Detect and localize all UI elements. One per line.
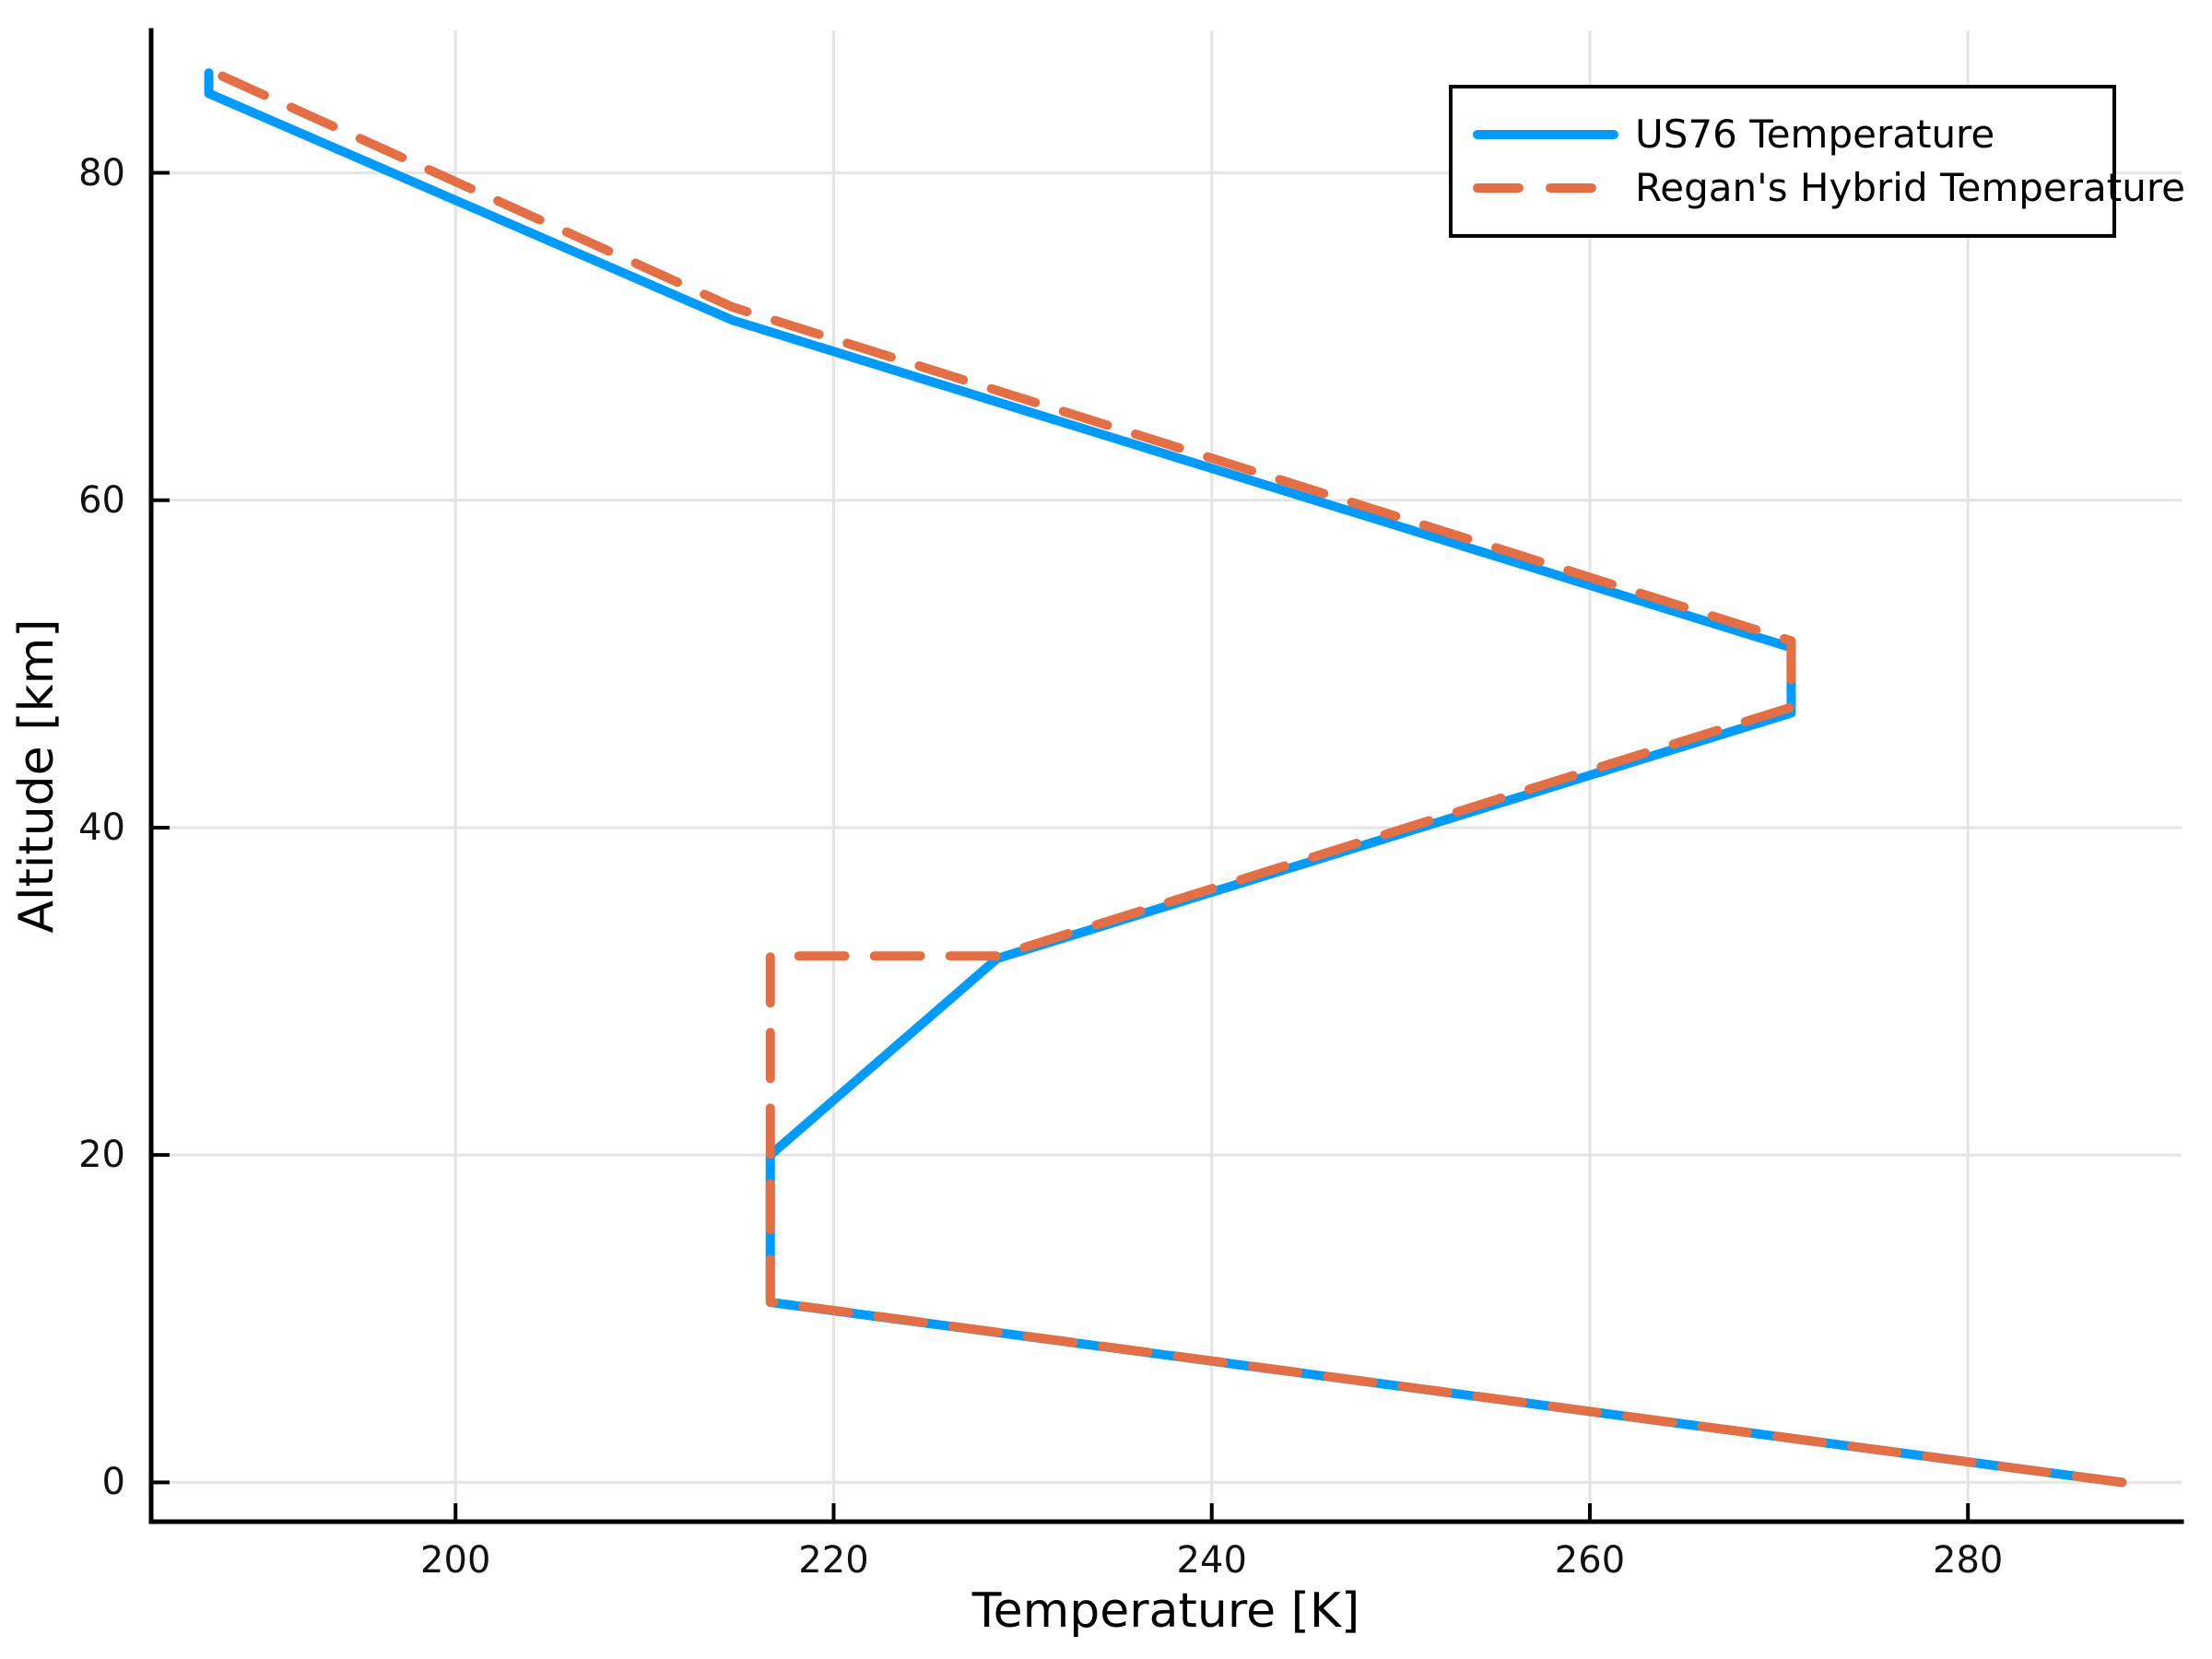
series-line-0	[204, 68, 2127, 1488]
series-line-1	[204, 65, 2127, 1488]
x-tick-label: 240	[1176, 1539, 1247, 1582]
legend-label-regan: Regan's Hybrid Temperature	[1635, 165, 2186, 210]
legend: US76 Temperature Regan's Hybrid Temperat…	[1449, 85, 2185, 238]
tick-marks	[151, 171, 1971, 1522]
legend-label-us76: US76 Temperature	[1635, 112, 1995, 157]
axis-spines	[148, 28, 2184, 1524]
legend-line-sample-us76-icon	[1473, 130, 1618, 139]
legend-line-sample-regan-icon	[1473, 183, 1618, 193]
y-tick-label: 80	[78, 151, 125, 194]
y-tick-label: 60	[78, 478, 125, 522]
y-tick-label: 0	[101, 1461, 125, 1504]
legend-item-regan: Regan's Hybrid Temperature	[1473, 168, 2185, 208]
gridlines	[151, 30, 2182, 1522]
y-axis-label: Altitude [km]	[9, 618, 65, 934]
x-axis-label: Temperature [K]	[971, 1583, 1360, 1639]
data-series	[204, 65, 2127, 1488]
x-tick-label: 260	[1554, 1539, 1626, 1582]
y-tick-label: 20	[78, 1134, 125, 1177]
x-tick-label: 220	[798, 1539, 869, 1582]
legend-item-us76: US76 Temperature	[1473, 114, 2112, 155]
x-tick-label: 280	[1933, 1539, 2004, 1582]
y-tick-label: 40	[78, 806, 125, 849]
x-tick-label: 200	[420, 1539, 491, 1582]
